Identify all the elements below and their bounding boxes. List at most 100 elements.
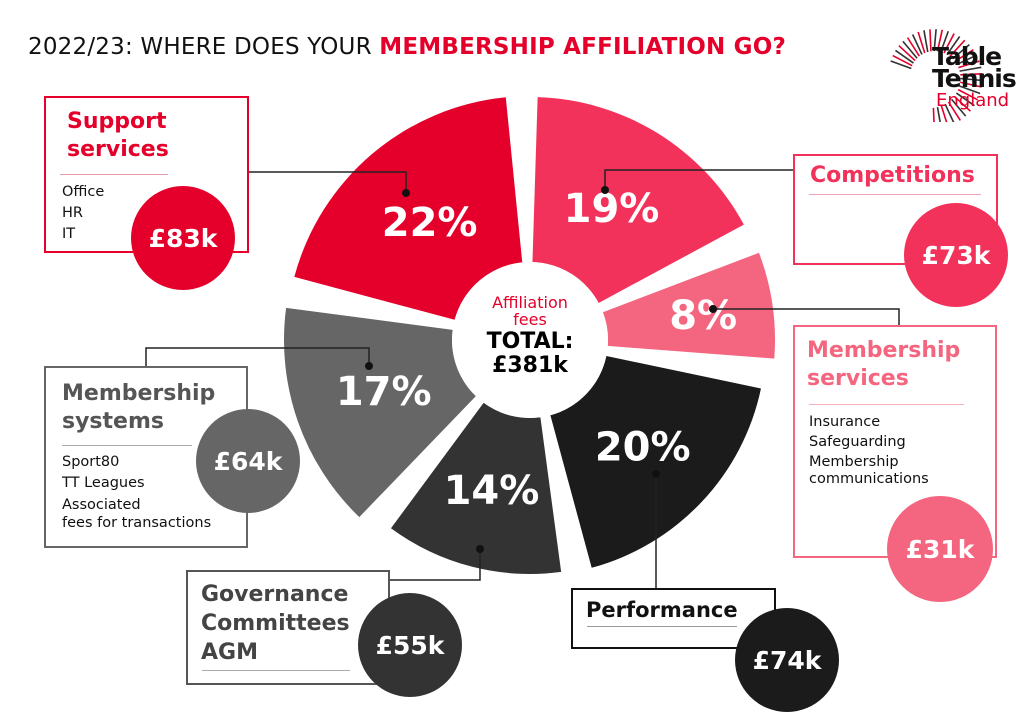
- title-line: Committees: [201, 611, 350, 636]
- title-line: Membership: [62, 381, 216, 406]
- leader-line-governance: [389, 549, 481, 581]
- leader-dot-support: [402, 189, 410, 197]
- pie-slice-membership_systems: [283, 307, 476, 518]
- center-total-label: TOTAL:: [486, 329, 574, 354]
- slice-label-support: 22%: [382, 200, 478, 246]
- logo-stroke: [933, 29, 937, 52]
- callout-title: Performance: [586, 598, 738, 622]
- logo-stroke: [906, 37, 921, 57]
- callout-membership-systems: Membership systems Sport80 TT Leagues Ass…: [44, 366, 248, 548]
- title-line: Support: [67, 109, 167, 134]
- item-list: Insurance Safeguarding Membership commun…: [809, 412, 929, 488]
- logo-stroke: [953, 95, 971, 112]
- list-item: Insurance: [809, 414, 881, 430]
- center-label: Affiliation fees TOTAL: £381k: [470, 294, 590, 378]
- logo-text-england: England: [936, 90, 1010, 111]
- logo-swirl-icon: [890, 29, 983, 122]
- slice-label-membership_systems: 17%: [336, 369, 432, 415]
- title-line: services: [807, 366, 909, 391]
- pie-slice-support: [294, 97, 523, 320]
- divider: [202, 670, 350, 671]
- divider: [62, 445, 192, 446]
- logo-stroke: [947, 101, 961, 121]
- title-line: AGM: [201, 640, 258, 665]
- table-tennis-england-logo: Table Tennis England: [880, 26, 1017, 122]
- amount-badge-membership-systems: £64k: [196, 409, 300, 513]
- title-highlight: MEMBERSHIP AFFILIATION GO?: [379, 34, 786, 60]
- amount-badge-support: £83k: [131, 186, 235, 290]
- list-item: Safeguarding: [809, 434, 906, 450]
- list-item: IT: [62, 226, 76, 242]
- divider: [809, 194, 981, 195]
- logo-stroke: [944, 103, 955, 122]
- list-item: HR: [62, 205, 83, 221]
- logo-stroke: [956, 54, 978, 66]
- title-prefix: 2022/23: WHERE DOES YOUR: [28, 34, 380, 60]
- page-title: 2022/23: WHERE DOES YOUR MEMBERSHIP AFFI…: [28, 34, 786, 60]
- callout-title: Governance Committees AGM: [201, 580, 350, 667]
- logo-stroke: [954, 48, 974, 63]
- logo-stroke: [895, 49, 914, 64]
- logo-stroke: [940, 105, 948, 122]
- logo-stroke: [943, 33, 955, 54]
- title-line: systems: [62, 409, 164, 434]
- logo-stroke: [959, 66, 982, 72]
- leader-dot-membership_services: [709, 305, 717, 313]
- list-item: TT Leagues: [62, 475, 145, 491]
- logo-stroke: [917, 31, 926, 54]
- logo-stroke: [950, 98, 967, 117]
- amount-badge-competitions: £73k: [904, 203, 1008, 307]
- pie-slice-performance: [550, 356, 761, 568]
- logo-stroke: [902, 40, 918, 59]
- list-item: fees for transactions: [62, 515, 212, 531]
- leader-line-support: [249, 171, 407, 193]
- pie-slice-competitions: [532, 97, 744, 303]
- logo-stroke: [960, 73, 983, 76]
- callout-title: Membership services: [807, 337, 960, 393]
- divider: [587, 626, 737, 627]
- logo-stroke: [936, 106, 941, 122]
- amount-badge-performance: £74k: [735, 608, 839, 712]
- pie-slice-governance: [390, 402, 562, 574]
- logo-stroke: [892, 54, 913, 67]
- logo-text-table: Table: [932, 42, 1002, 71]
- logo-stroke: [898, 45, 916, 62]
- logo-stroke: [955, 92, 975, 107]
- list-item: Membership: [809, 454, 899, 470]
- logo-stroke: [946, 36, 961, 55]
- logo-stroke: [940, 30, 950, 53]
- item-list: Office HR IT: [62, 182, 104, 245]
- logo-stroke: [958, 60, 980, 69]
- list-item: Associated: [62, 497, 141, 513]
- logo-stroke: [960, 81, 982, 88]
- callout-title: Competitions: [810, 163, 975, 188]
- slice-label-membership_services: 8%: [669, 293, 737, 339]
- logo-stroke: [959, 85, 981, 95]
- center-affiliation-label: Affiliation fees: [492, 293, 568, 329]
- divider: [809, 404, 964, 405]
- logo-stroke: [936, 29, 944, 52]
- slice-label-performance: 20%: [595, 424, 691, 470]
- leader-dot-performance: [652, 470, 660, 478]
- logo-stroke: [957, 88, 979, 101]
- leader-dot-competitions: [601, 186, 609, 194]
- logo-stroke: [929, 29, 932, 52]
- amount-badge-governance: £55k: [358, 593, 462, 697]
- slice-label-governance: 14%: [444, 468, 540, 514]
- logo-stroke: [952, 44, 970, 60]
- divider: [60, 174, 168, 175]
- title-line: Governance: [201, 582, 349, 607]
- callout-governance: Governance Committees AGM: [186, 570, 390, 685]
- logo-stroke: [911, 34, 923, 55]
- callout-title: Support services: [67, 108, 169, 164]
- slice-label-competitions: 19%: [564, 186, 660, 232]
- logo-stroke: [949, 39, 966, 58]
- list-item: Sport80: [62, 454, 120, 470]
- callout-membership-services: Membership services Insurance Safeguardin…: [793, 325, 997, 558]
- logo-stroke: [923, 30, 929, 53]
- logo-stroke: [890, 60, 912, 70]
- logo-stroke: [960, 77, 983, 82]
- leader-dot-governance: [476, 545, 484, 553]
- leader-line-membership_services: [713, 308, 900, 325]
